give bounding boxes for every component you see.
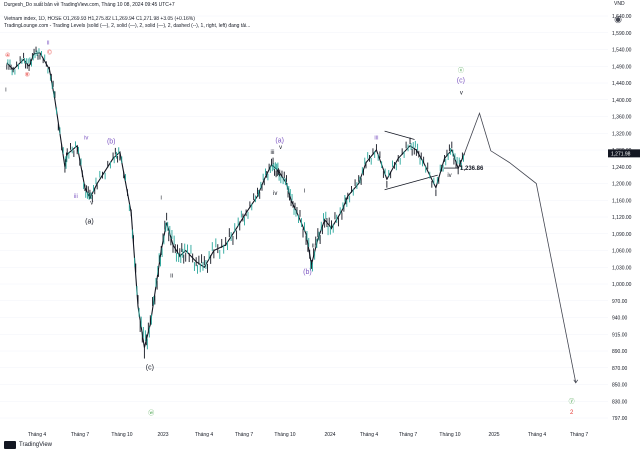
wave-label: (c) — [146, 364, 154, 371]
study-line: TradingLounge.com - Trading Levels (soli… — [4, 23, 251, 29]
y-tick-label: 1,360.00 — [612, 115, 632, 121]
level-label: 1,236.86 — [460, 166, 484, 172]
x-tick-label: Tháng 4 — [360, 432, 379, 438]
x-tick-label: 2024 — [324, 432, 335, 438]
wave-label: ⑧ — [25, 71, 30, 78]
y-tick-label: 1,160.00 — [612, 198, 632, 204]
x-tick-label: Tháng 4 — [28, 432, 47, 438]
x-tick-label: 2025 — [488, 432, 499, 438]
y-tick-label: 1,200.00 — [612, 182, 632, 188]
y-tick-label: 1,440.00 — [612, 81, 632, 87]
y-tick-label: 890.00 — [612, 349, 628, 355]
symbol-line: Vietnam index, 1D, HOSE O1,269.93 H1,275… — [4, 16, 195, 22]
wave-label: 2 — [570, 410, 574, 416]
x-tick-label: Tháng 10 — [111, 432, 132, 438]
y-tick-label: 1,060.00 — [612, 249, 632, 255]
x-tick-label: Tháng 10 — [439, 432, 460, 438]
wave-label: iv — [273, 191, 277, 197]
x-tick-label: Tháng 7 — [570, 432, 589, 438]
wave-label: iii — [270, 150, 274, 156]
published-line: Durgesh_Do suất bản về TradingView.com, … — [4, 2, 175, 8]
y-tick-label: 1,030.00 — [612, 265, 632, 271]
wedge-line — [384, 174, 438, 191]
projection-path — [464, 111, 577, 383]
wave-label: iv — [84, 136, 88, 142]
wave-label: ⓨ — [569, 397, 575, 405]
y-unit-label: VND — [614, 1, 625, 7]
wave-label: ii — [170, 273, 173, 279]
y-tick-label: 1,240.00 — [612, 165, 632, 171]
y-tick-label: 1,090.00 — [612, 232, 632, 238]
wave-label: ④ — [5, 52, 10, 59]
y-tick-label: 1,490.00 — [612, 64, 632, 70]
y-tick-label: 830.00 — [612, 399, 628, 405]
wave-label: v — [279, 145, 282, 151]
last-price-text: 1,271.98 — [611, 151, 631, 157]
x-tick-label: Tháng 4 — [528, 432, 547, 438]
wave-label: iii — [374, 136, 378, 142]
y-tick-label: 797.00 — [612, 416, 628, 422]
x-tick-label: Tháng 7 — [71, 432, 90, 438]
x-tick-label: Tháng 7 — [235, 432, 254, 438]
footer-brand: TradingView — [19, 442, 53, 448]
wave-label: (a) — [275, 137, 284, 144]
last-price-tag — [608, 149, 640, 158]
wave-label: i — [161, 195, 162, 201]
x-tick-label: 2023 — [157, 432, 168, 438]
y-tick-label: 940.00 — [612, 316, 628, 322]
wave-label: iv — [447, 173, 451, 179]
camera-icon[interactable]: ◉ — [614, 14, 622, 24]
x-tick-label: Tháng 7 — [399, 432, 418, 438]
wave-label: (b) — [303, 269, 312, 276]
y-tick-label: 1,120.00 — [612, 215, 632, 221]
y-tick-label: 1,320.00 — [612, 131, 632, 137]
wave-label: i — [304, 189, 305, 195]
wave-label: (b) — [107, 139, 116, 146]
y-tick-label: 1,640.00 — [612, 14, 632, 20]
projection-arrow — [573, 379, 579, 384]
y-tick-label: 915.00 — [612, 332, 628, 338]
wave-label: ⓧ — [458, 66, 464, 74]
wave-label: (c) — [457, 77, 465, 84]
wave-label: i — [5, 87, 6, 93]
y-tick-label: 1,400.00 — [612, 98, 632, 104]
footer: TradingView — [4, 441, 52, 449]
wave-label: iii — [74, 194, 78, 200]
wedge-line — [384, 130, 415, 140]
wave-label: ii — [47, 40, 50, 46]
wave-label: © — [47, 50, 52, 57]
wave-label: v — [460, 91, 463, 97]
wave-label: ⓦ — [148, 409, 154, 417]
x-tick-label: Tháng 4 — [195, 432, 214, 438]
y-tick-label: 1,590.00 — [612, 31, 632, 37]
wave-label: ii — [312, 244, 315, 250]
y-tick-label: 850.00 — [612, 383, 628, 389]
y-tick-label: 970.00 — [612, 299, 628, 305]
y-tick-label: 1,000.00 — [612, 282, 632, 288]
wave-label: v — [90, 200, 93, 206]
y-tick-label: 870.00 — [612, 366, 628, 372]
x-tick-label: Tháng 10 — [274, 432, 295, 438]
y-tick-label: 1,540.00 — [612, 48, 632, 54]
tradingview-logo-icon — [4, 441, 16, 449]
wave-label: (a) — [85, 219, 94, 226]
